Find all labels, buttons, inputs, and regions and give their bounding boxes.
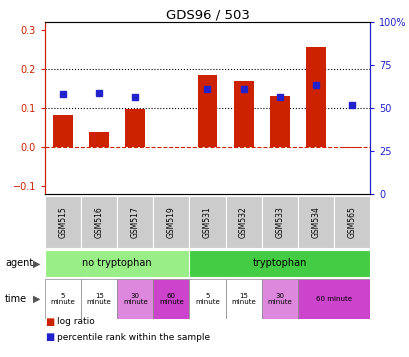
Text: GSM565: GSM565	[346, 206, 355, 238]
Bar	[297, 279, 369, 319]
Text: GSM534: GSM534	[310, 206, 319, 238]
Text: ▶: ▶	[33, 294, 40, 304]
Text: percentile rank within the sample: percentile rank within the sample	[57, 332, 210, 342]
Text: 5
minute: 5 minute	[51, 292, 75, 306]
Text: GSM516: GSM516	[94, 206, 103, 238]
Text: log ratio: log ratio	[57, 317, 94, 327]
Text: time: time	[5, 294, 27, 304]
Bar	[117, 196, 153, 248]
Bar	[261, 279, 297, 319]
Text: 5
minute: 5 minute	[195, 292, 219, 306]
Text: GDS96 / 503: GDS96 / 503	[165, 8, 249, 21]
Text: GSM532: GSM532	[238, 206, 247, 238]
Bar	[189, 279, 225, 319]
Bar	[153, 279, 189, 319]
Text: GSM533: GSM533	[274, 206, 283, 238]
Text: 30
minute: 30 minute	[123, 292, 147, 306]
Bar	[341, 147, 361, 148]
Bar	[189, 196, 225, 248]
Bar	[45, 196, 81, 248]
Bar	[89, 132, 109, 147]
Bar	[197, 75, 217, 147]
Text: GSM519: GSM519	[166, 206, 175, 238]
Text: 15
minute: 15 minute	[87, 292, 111, 306]
Text: 60
minute: 60 minute	[159, 292, 183, 306]
Bar	[261, 196, 297, 248]
Text: 15
minute: 15 minute	[231, 292, 255, 306]
Text: ■: ■	[45, 332, 54, 342]
Bar	[233, 81, 253, 147]
Text: agent: agent	[5, 258, 33, 268]
Bar	[81, 196, 117, 248]
Text: 30
minute: 30 minute	[267, 292, 291, 306]
Text: ■: ■	[45, 317, 54, 327]
Text: ▶: ▶	[33, 258, 40, 268]
Bar	[225, 279, 261, 319]
Text: GSM517: GSM517	[130, 206, 139, 238]
Bar	[45, 279, 81, 319]
Bar	[225, 196, 261, 248]
Text: 60 minute: 60 minute	[315, 296, 351, 302]
Bar	[117, 279, 153, 319]
Text: GSM531: GSM531	[202, 206, 211, 238]
Bar	[333, 196, 369, 248]
Bar	[125, 109, 145, 147]
Bar	[45, 250, 189, 277]
Bar	[305, 47, 325, 147]
Bar	[153, 196, 189, 248]
Text: no tryptophan: no tryptophan	[82, 258, 152, 268]
Bar	[269, 96, 289, 147]
Text: GSM515: GSM515	[58, 206, 67, 238]
Bar	[189, 250, 369, 277]
Bar	[297, 196, 333, 248]
Text: tryptophan: tryptophan	[252, 258, 306, 268]
Bar	[53, 115, 73, 147]
Bar	[81, 279, 117, 319]
